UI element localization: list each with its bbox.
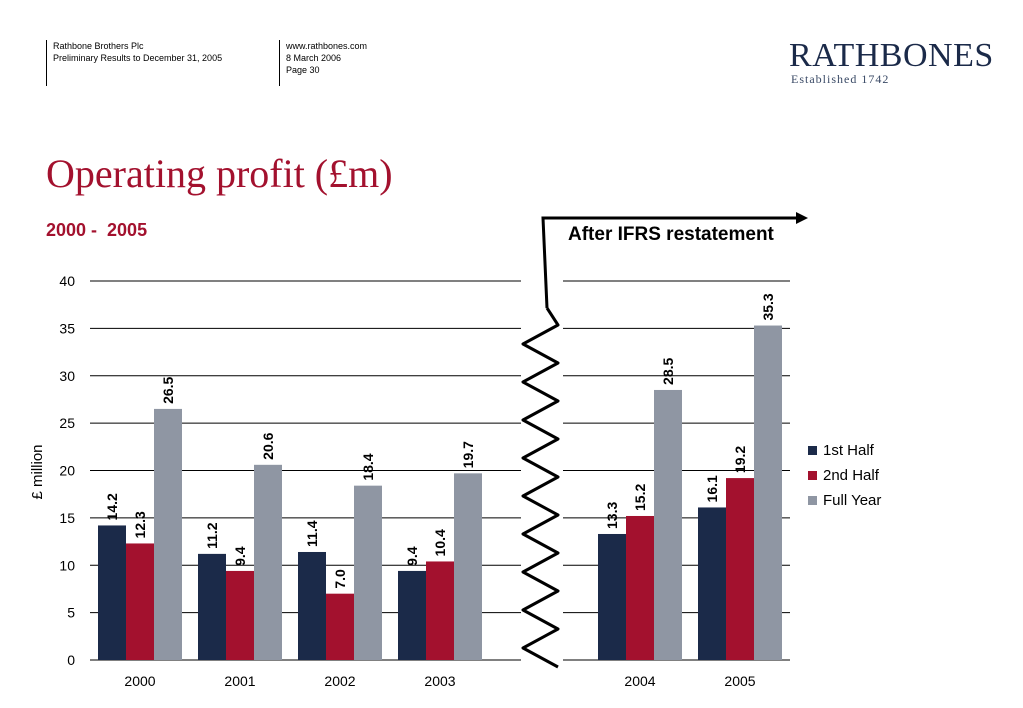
bar-value-label: 9.4	[404, 546, 420, 566]
y-tick-label: 20	[59, 463, 75, 479]
bar	[98, 525, 126, 660]
ifrs-arrow-line	[541, 216, 798, 309]
ifrs-arrow-head	[796, 212, 808, 224]
bar	[426, 561, 454, 660]
x-tick-label: 2000	[124, 673, 155, 689]
x-tick-label: 2005	[724, 673, 755, 689]
bar	[598, 533, 626, 660]
bar	[726, 478, 754, 660]
bar	[354, 485, 382, 660]
bar	[254, 464, 282, 660]
chart-decorations	[521, 212, 808, 670]
legend-item-full-year: Full Year	[808, 488, 881, 513]
bar	[298, 551, 326, 660]
bar-value-label: 11.2	[204, 522, 220, 549]
x-tick-label: 2002	[324, 673, 355, 689]
bar	[398, 570, 426, 660]
x-tick-label: 2004	[624, 673, 655, 689]
header-page: Page 30	[286, 65, 320, 75]
y-axis-label: £ million	[29, 444, 46, 499]
y-axis-ticks: 0 5 10 15 20 25 30 35 40	[59, 273, 75, 668]
bar	[326, 593, 354, 660]
bar	[698, 507, 726, 660]
bar-value-label: 28.5	[660, 358, 676, 385]
bar-value-label: 10.4	[432, 529, 448, 556]
y-tick-label: 5	[67, 605, 75, 621]
bar	[454, 473, 482, 660]
bar	[626, 515, 654, 660]
bar-value-label: 9.4	[232, 546, 248, 566]
bar-value-label: 16.1	[704, 475, 720, 502]
chart-bars	[98, 325, 782, 660]
header-divider-right	[279, 40, 280, 86]
x-tick-label: 2003	[424, 673, 455, 689]
bar-value-label: 20.6	[260, 432, 276, 459]
bar-value-label: 19.7	[460, 441, 476, 468]
y-tick-label: 15	[59, 510, 75, 526]
logo-name: RATHBONES	[789, 37, 994, 74]
legend-swatch-first-half	[808, 446, 817, 455]
header-date: 8 March 2006	[286, 53, 342, 63]
bar	[154, 408, 182, 660]
header-document: Preliminary Results to December 31, 2005	[53, 53, 223, 63]
bar	[126, 543, 154, 660]
rathbones-logo: RATHBONES Established 1742	[789, 38, 994, 87]
y-tick-label: 0	[67, 652, 75, 668]
legend-label-second-half: 2nd Half	[823, 467, 879, 484]
y-tick-label: 40	[59, 273, 75, 289]
bar-value-label: 35.3	[760, 293, 776, 320]
bar-value-label: 19.2	[732, 446, 748, 473]
axis-break-zigzag	[521, 307, 560, 669]
bar-value-label: 15.2	[632, 484, 648, 511]
header-company: Rathbone Brothers Plc	[53, 41, 144, 51]
header-info-block: www.rathbones.com 8 March 2006 Page 30	[286, 40, 367, 76]
header-website: www.rathbones.com	[286, 41, 368, 51]
slide-title: Operating profit (£m)	[46, 151, 393, 196]
y-tick-label: 30	[59, 368, 75, 384]
header-divider-left	[46, 40, 47, 86]
legend-label-first-half: 1st Half	[823, 442, 874, 459]
y-tick-label: 35	[59, 320, 75, 336]
legend-item-first-half: 1st Half	[808, 438, 881, 463]
bar-value-label: 26.5	[160, 376, 176, 403]
bar-value-label: 18.4	[360, 453, 376, 480]
bar	[198, 553, 226, 660]
bar-value-label: 13.3	[604, 502, 620, 529]
bar-value-label: 12.3	[132, 511, 148, 538]
header-company-block: Rathbone Brothers Plc Preliminary Result…	[53, 40, 222, 64]
bar	[754, 325, 782, 660]
ifrs-annotation: After IFRS restatement	[568, 224, 774, 245]
x-axis-ticks: 2000 2001 2002 2003 2004 2005	[124, 673, 755, 689]
chart-legend: 1st Half 2nd Half Full Year	[808, 438, 881, 513]
y-tick-label: 10	[59, 557, 75, 573]
legend-swatch-full-year	[808, 496, 817, 505]
bar-value-label: 11.4	[304, 520, 320, 547]
bar-value-label: 14.2	[104, 493, 120, 520]
legend-swatch-second-half	[808, 471, 817, 480]
legend-item-second-half: 2nd Half	[808, 463, 881, 488]
y-tick-label: 25	[59, 415, 75, 431]
x-tick-label: 2001	[224, 673, 255, 689]
bar-value-label: 7.0	[332, 569, 348, 589]
legend-label-full-year: Full Year	[823, 492, 882, 509]
bar	[226, 570, 254, 660]
logo-established: Established 1742	[791, 72, 890, 86]
slide-subtitle: 2000 - 2005	[46, 220, 148, 240]
chart-value-labels: 14.2 12.3 26.5 11.2 9.4 20.6 11.4 7.0 18.4 9.4 10.…	[104, 293, 776, 589]
bar	[654, 389, 682, 660]
axis-break-gap	[521, 272, 563, 670]
